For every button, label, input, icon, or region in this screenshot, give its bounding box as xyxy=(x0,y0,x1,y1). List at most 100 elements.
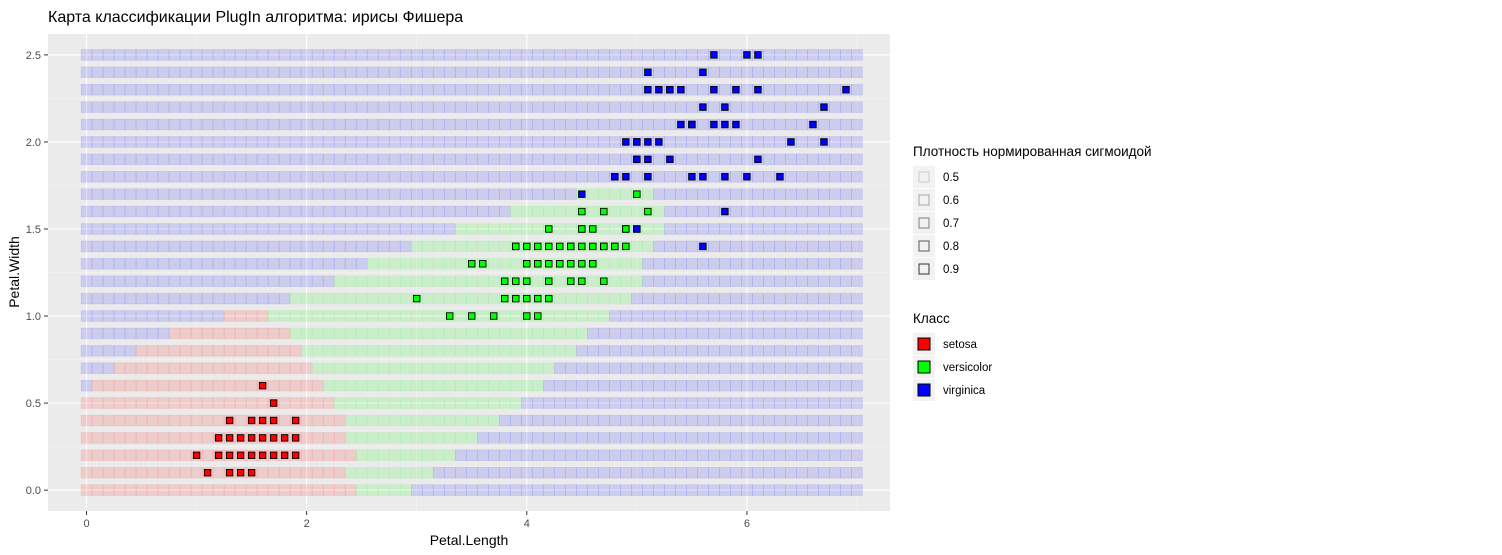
map-tile-virginica xyxy=(377,84,390,96)
map-tile-virginica xyxy=(234,118,247,131)
map-tile-virginica xyxy=(609,379,621,392)
map-tile-virginica xyxy=(807,362,819,374)
map-tile-virginica xyxy=(201,84,214,96)
map-tile-virginica xyxy=(752,118,764,131)
map-tile-virginica xyxy=(675,484,687,496)
map-tile-virginica xyxy=(785,171,797,183)
map-tile-virginica xyxy=(113,171,126,183)
map-tile-virginica xyxy=(477,101,489,113)
map-tile-virginica xyxy=(245,101,258,113)
map-tile-setosa xyxy=(135,484,148,496)
map-tile-versicolor xyxy=(477,345,489,357)
map-tile-virginica xyxy=(410,101,423,113)
map-tile-versicolor xyxy=(311,345,324,357)
map-tile-virginica xyxy=(697,205,709,218)
map-tile-versicolor xyxy=(499,397,511,409)
map-tile-virginica xyxy=(796,101,808,113)
map-tile-virginica xyxy=(653,310,665,322)
map-tile-virginica xyxy=(443,188,456,200)
map-tile-virginica xyxy=(642,345,654,357)
map-tile-virginica xyxy=(631,327,643,340)
map-tile-virginica xyxy=(432,188,445,200)
map-tile-virginica xyxy=(785,84,797,96)
map-tile-virginica xyxy=(796,432,808,444)
map-tile-setosa xyxy=(300,484,313,496)
map-tile-virginica xyxy=(763,188,775,200)
map-tile-virginica xyxy=(664,292,676,305)
map-tile-setosa xyxy=(300,362,313,374)
map-tile-virginica xyxy=(697,84,709,96)
map-tile-virginica xyxy=(146,101,159,113)
map-tile-virginica xyxy=(609,84,621,96)
map-tile-virginica xyxy=(80,275,93,287)
map-tile-virginica xyxy=(135,275,148,287)
map-tile-setosa xyxy=(234,397,247,409)
map-tile-virginica xyxy=(609,66,621,78)
map-tile-virginica xyxy=(355,136,368,148)
map-tile-setosa xyxy=(168,449,181,461)
map-tile-virginica xyxy=(344,49,357,61)
class-legend-key-versicolor xyxy=(917,360,931,374)
map-tile-virginica xyxy=(697,397,709,409)
map-tile-virginica xyxy=(168,153,181,166)
map-tile-versicolor xyxy=(399,327,412,340)
map-tile-virginica xyxy=(609,101,621,113)
map-tile-virginica xyxy=(157,327,170,340)
map-tile-virginica xyxy=(730,136,742,148)
map-tile-setosa xyxy=(124,397,137,409)
map-tile-setosa xyxy=(179,397,192,409)
map-tile-virginica xyxy=(91,327,104,340)
map-tile-virginica xyxy=(278,101,291,113)
point-versicolor xyxy=(578,225,586,233)
map-tile-versicolor xyxy=(488,240,500,253)
y-tick-label: 1.0 xyxy=(26,311,41,323)
point-versicolor xyxy=(534,260,542,268)
map-tile-virginica xyxy=(124,153,137,166)
map-tile-virginica xyxy=(730,414,742,427)
map-tile-virginica xyxy=(851,118,863,131)
map-tile-virginica xyxy=(774,49,786,61)
map-tile-versicolor xyxy=(620,205,632,218)
map-tile-virginica xyxy=(708,240,720,253)
map-tile-virginica xyxy=(774,101,786,113)
map-tile-versicolor xyxy=(388,258,401,270)
map-tile-virginica xyxy=(124,136,137,148)
map-tile-virginica xyxy=(256,118,269,131)
map-tile-versicolor xyxy=(454,223,467,235)
map-tile-virginica xyxy=(719,327,731,340)
map-tile-setosa xyxy=(201,362,214,374)
map-tile-virginica xyxy=(532,136,544,148)
map-tile-virginica xyxy=(576,432,588,444)
point-setosa xyxy=(291,434,300,442)
map-tile-versicolor xyxy=(377,432,390,444)
map-tile-setosa xyxy=(157,467,170,479)
map-tile-versicolor xyxy=(576,327,588,340)
point-virginica xyxy=(721,173,729,181)
point-setosa xyxy=(236,434,245,442)
point-virginica xyxy=(655,138,663,146)
map-tile-virginica xyxy=(510,449,522,461)
point-versicolor xyxy=(501,277,509,285)
map-tile-setosa xyxy=(179,379,192,392)
map-tile-virginica xyxy=(752,136,764,148)
map-tile-virginica xyxy=(421,49,434,61)
map-tile-virginica xyxy=(477,467,489,479)
map-tile-versicolor xyxy=(355,467,368,479)
map-tile-virginica xyxy=(730,205,742,218)
map-tile-virginica xyxy=(124,275,137,287)
map-tile-virginica xyxy=(157,240,170,253)
map-tile-setosa xyxy=(102,449,115,461)
map-tile-virginica xyxy=(576,84,588,96)
map-tile-virginica xyxy=(554,66,566,78)
map-tile-virginica xyxy=(851,379,863,392)
map-tile-virginica xyxy=(80,292,93,305)
map-tile-virginica xyxy=(190,153,203,166)
map-tile-setosa xyxy=(234,345,247,357)
map-tile-versicolor xyxy=(421,292,434,305)
map-tile-virginica xyxy=(300,66,313,78)
map-tile-virginica xyxy=(719,449,731,461)
map-tile-virginica xyxy=(168,292,181,305)
map-tile-virginica xyxy=(554,84,566,96)
map-tile-virginica xyxy=(840,310,852,322)
map-tile-virginica xyxy=(499,432,511,444)
